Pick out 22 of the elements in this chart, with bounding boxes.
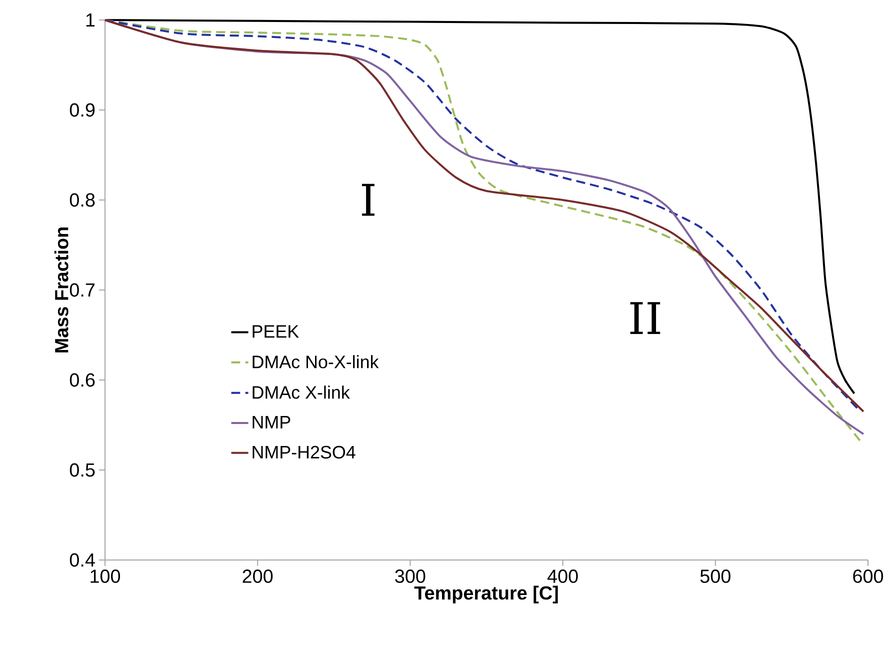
x-tick-label: 300	[395, 570, 426, 583]
y-tick-label: 0.6	[70, 373, 95, 387]
y-tick-label: 0.8	[70, 193, 95, 207]
annotation: I	[362, 184, 374, 216]
x-tick-label: 500	[700, 570, 730, 583]
y-tick-label: 0.5	[70, 463, 95, 477]
legend-label: PEEK	[252, 325, 299, 338]
x-tick-label: 100	[90, 570, 120, 583]
y-tick-label: 0.4	[70, 553, 95, 567]
x-tick-label: 600	[853, 570, 884, 583]
annotation: II	[630, 302, 660, 334]
y-axis-title: Mass Fraction	[54, 228, 68, 352]
x-tick-label: 400	[547, 570, 578, 583]
x-axis-title: Temperature [C]	[414, 586, 558, 604]
x-tick-label: 200	[242, 570, 273, 583]
legend-label: DMAc X-link	[252, 386, 350, 399]
legend-label: DMAc No-X-link	[252, 355, 379, 368]
y-tick-label: 0.9	[70, 103, 95, 117]
legend-label: NMP-H2SO4	[252, 446, 356, 459]
legend-label: NMP	[252, 416, 290, 428]
y-tick-label: 0.7	[70, 283, 95, 297]
y-tick-label: 1	[86, 13, 95, 27]
